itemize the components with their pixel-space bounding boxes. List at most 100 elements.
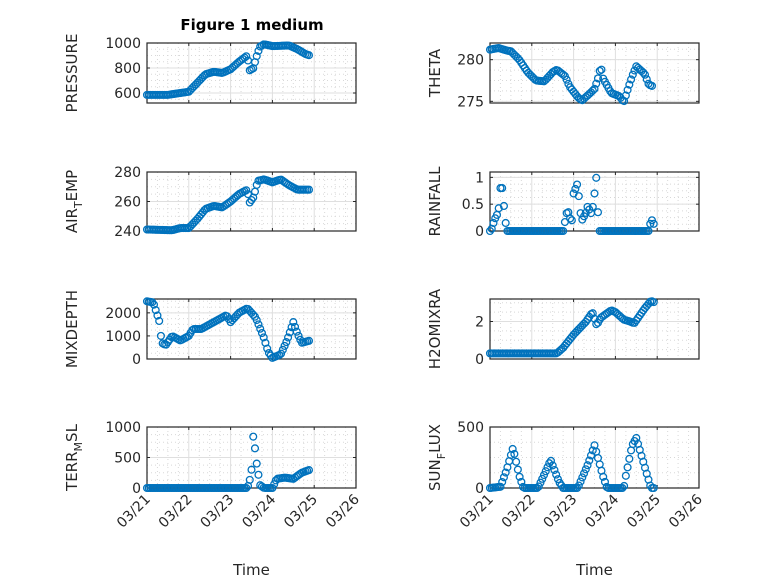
data-point — [247, 465, 256, 474]
data-point — [149, 300, 159, 309]
data-point — [498, 477, 507, 487]
data-point — [566, 214, 575, 223]
data-point — [156, 331, 165, 340]
data-point — [278, 345, 287, 354]
data-point — [620, 97, 629, 106]
data-point — [578, 473, 587, 482]
data-point — [599, 472, 608, 481]
data-point — [254, 470, 263, 479]
subplot-theta: 275 280 THETA — [426, 42, 700, 110]
y-tick-label: 1000 — [105, 420, 141, 436]
data-point — [573, 180, 582, 189]
data-point — [592, 173, 601, 182]
subplot-h2omixra: 0 2 H2OMIXRA — [426, 288, 700, 369]
data-point — [485, 226, 495, 236]
data-point — [536, 478, 545, 487]
data-point — [550, 465, 559, 475]
data-point — [597, 65, 606, 74]
figure-title: Figure 1 medium — [180, 16, 323, 34]
data-point — [515, 472, 524, 481]
data-point — [257, 328, 267, 338]
data-point — [590, 189, 599, 198]
data-point — [585, 456, 594, 465]
y-axis-label: PRESSURE — [63, 34, 81, 113]
data-point — [621, 91, 630, 100]
data-point — [642, 75, 651, 84]
y-axis-label: AIRTEMP — [63, 170, 85, 233]
data-point — [644, 226, 653, 236]
x-tick-label: 03/22 — [156, 492, 196, 532]
data-point — [513, 465, 522, 474]
data-point — [268, 483, 277, 493]
y-axis-label: RAINFALL — [426, 166, 444, 237]
y-tick-label: 1 — [475, 170, 484, 186]
data-point — [508, 444, 517, 454]
data-point — [574, 481, 583, 490]
data-point — [304, 51, 314, 60]
data-point — [151, 306, 160, 315]
x-tick-label: 03/25 — [281, 492, 321, 532]
data-point — [498, 184, 507, 193]
data-point — [494, 204, 503, 213]
subplot-rainfall: 0 0.5 1 RAINFALL — [426, 166, 700, 240]
data-point — [304, 185, 314, 194]
y-tick-label: 1000 — [105, 329, 141, 345]
data-point — [517, 477, 526, 486]
subplot-terr-msl: 0 500 1000 03/21 03/22 03/23 03/24 03/25 03/26 Ti… — [63, 420, 363, 579]
data-point — [623, 463, 632, 472]
x-tick-label: 03/22 — [499, 492, 539, 532]
data-point — [588, 446, 597, 455]
data-point — [592, 79, 601, 88]
subplot-sun-flux: 0 500 03/21 03/22 03/23 03/24 03/25 03/26 Time SU… — [426, 420, 706, 579]
data-point — [571, 184, 580, 194]
data-point — [284, 333, 293, 342]
y-axis-label: THETA — [426, 48, 444, 98]
data-point — [499, 201, 508, 211]
data-point — [595, 66, 604, 75]
data-point — [270, 480, 279, 489]
data-point — [512, 457, 521, 466]
data-point — [252, 316, 261, 325]
x-tick-label: 03/24 — [239, 491, 279, 531]
y-tick-label: 280 — [457, 53, 484, 69]
data-point — [567, 216, 576, 225]
subplot-air-temp: 240 260 280 AIRTEMP — [63, 165, 357, 240]
data-point — [539, 470, 549, 480]
data-point — [649, 298, 658, 307]
data-point — [548, 461, 557, 470]
data-point — [625, 454, 634, 463]
data-point — [290, 322, 300, 331]
y-tick-label: 2 — [475, 315, 484, 331]
y-tick-label: 1000 — [105, 36, 141, 52]
data-point — [620, 481, 629, 491]
x-axis-label: Time — [232, 561, 270, 579]
data-point — [252, 459, 261, 468]
data-point — [649, 219, 658, 228]
y-tick-label: 600 — [114, 86, 141, 102]
data-point — [553, 475, 562, 484]
data-point — [590, 84, 599, 93]
y-tick-label: 275 — [457, 94, 484, 110]
data-point — [510, 449, 519, 459]
data-point — [588, 202, 597, 211]
y-tick-label: 0 — [132, 352, 141, 368]
data-point — [277, 349, 286, 358]
x-tick-label: 03/25 — [624, 492, 664, 532]
data-point — [628, 70, 637, 79]
axes-box — [489, 298, 700, 360]
data-point — [593, 208, 603, 217]
y-tick-label: 500 — [457, 420, 484, 436]
x-tick-label: 03/23 — [198, 492, 238, 532]
data-point — [242, 186, 251, 195]
x-axis-label: Time — [575, 561, 613, 579]
data-point — [574, 192, 583, 201]
axes-box — [146, 171, 357, 232]
data-point — [153, 311, 162, 320]
data-point — [148, 298, 157, 307]
x-tick-label: 03/21 — [457, 492, 497, 532]
data-point — [496, 482, 505, 491]
data-point — [647, 81, 657, 90]
data-point — [618, 483, 627, 493]
data-point — [583, 461, 592, 470]
data-point — [627, 75, 636, 84]
